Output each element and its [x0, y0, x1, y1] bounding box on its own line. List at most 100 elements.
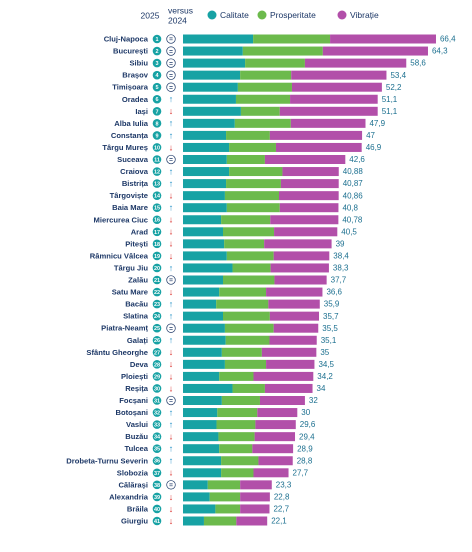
total-label: 46,9 [366, 143, 382, 152]
bar-segment [226, 155, 265, 164]
bar-segment [183, 142, 230, 152]
change-icon: ↑ [169, 407, 174, 417]
rank: 30 [154, 386, 160, 392]
bar-segment [264, 383, 313, 393]
total-label: 35,5 [322, 324, 338, 333]
rank-badge [152, 107, 162, 116]
change-icon: = [169, 325, 173, 332]
rank-badge [152, 444, 162, 454]
city-name: Arad [131, 227, 149, 236]
bar-segment [219, 287, 267, 297]
change-icon: ↓ [169, 371, 174, 381]
change-icon: = [169, 277, 173, 284]
city-name: Brăila [127, 504, 149, 513]
change-badge [166, 46, 176, 56]
change-icon: ↓ [169, 287, 174, 297]
bar-segment [330, 34, 436, 44]
total-label: 38,3 [333, 264, 349, 273]
rank-badge [152, 275, 162, 285]
rank: 15 [154, 206, 160, 212]
change-badge [166, 360, 176, 369]
rank: 32 [154, 411, 160, 417]
bar-segment [269, 130, 363, 140]
city-name: Galați [127, 336, 148, 345]
rank-badge [152, 263, 162, 273]
total-label: 51,1 [382, 107, 398, 116]
bar-segment [183, 359, 225, 369]
total-label: 39 [336, 239, 345, 248]
change-badge [166, 420, 176, 429]
change-badge [166, 82, 176, 92]
total-label: 27,7 [293, 468, 309, 477]
bar-segment [229, 167, 283, 177]
bar-segment [216, 299, 269, 309]
bar-segment [183, 130, 227, 140]
rank-badge [152, 408, 162, 417]
bar-segment [254, 432, 296, 442]
change-badge [166, 275, 176, 285]
rank: 22 [154, 290, 160, 296]
bar-segment [259, 396, 305, 405]
bar-segment [183, 504, 216, 514]
total-label: 40,78 [342, 215, 363, 224]
change-badge [166, 203, 176, 212]
city-name: Botoșani [116, 408, 149, 417]
total-label: 22,7 [273, 505, 289, 514]
change-badge [166, 143, 176, 152]
change-badge [166, 131, 176, 140]
bar-segment [219, 444, 253, 454]
change-badge [166, 384, 176, 393]
rank: 23 [154, 302, 160, 308]
change-badge [166, 504, 176, 514]
rank-badge [152, 251, 162, 261]
rank-badge [152, 287, 162, 297]
total-label: 37,7 [331, 276, 347, 285]
bar-segment [223, 227, 275, 237]
rank: 29 [154, 374, 160, 380]
total-label: 40,86 [343, 191, 364, 200]
city-name: Iași [135, 107, 148, 116]
total-label: 35 [320, 348, 329, 357]
change-badge [166, 227, 176, 237]
city-name: Târgu Mureș [102, 143, 148, 152]
rank-badge [152, 131, 162, 140]
bar-segment [261, 347, 317, 357]
rank-badge [152, 155, 162, 164]
bar-segment [218, 432, 255, 442]
bar-segment [183, 468, 222, 478]
change-icon: ↓ [169, 227, 174, 237]
change-icon: ↑ [169, 444, 174, 454]
city-name: Cluj-Napoca [104, 35, 149, 44]
bar-segment [224, 191, 280, 201]
rank-badge [152, 360, 162, 369]
rank-badge [152, 456, 162, 466]
city-name: Craiova [120, 167, 149, 176]
city-name: Reșița [125, 384, 149, 393]
rank: 24 [154, 314, 161, 320]
bar-segment [229, 142, 276, 152]
rank-badge [152, 516, 162, 526]
change-badge [166, 492, 176, 502]
city-name: Sfântu Gheorghe [86, 348, 148, 357]
city-name: Oradea [122, 95, 149, 104]
bar-segment [279, 203, 339, 213]
rank: 33 [154, 423, 160, 429]
change-icon: ↓ [169, 516, 174, 526]
rank-badge [152, 143, 162, 152]
rank: 34 [154, 435, 161, 441]
total-label: 29,4 [299, 432, 315, 441]
bar-segment [226, 203, 280, 213]
bar-segment [245, 58, 305, 68]
bar-segment [224, 323, 274, 333]
city-name: Baia Mare [112, 203, 148, 212]
city-name: Miercurea Ciuc [94, 215, 148, 224]
total-label: 28,8 [297, 456, 313, 465]
bar-segment [253, 371, 314, 381]
city-name: Piatra-Neamț [101, 324, 148, 333]
bar-segment [183, 420, 217, 430]
bar-segment [268, 299, 320, 309]
rank: 2 [155, 49, 158, 55]
bar-segment [183, 94, 236, 104]
bar-segment [264, 239, 332, 249]
